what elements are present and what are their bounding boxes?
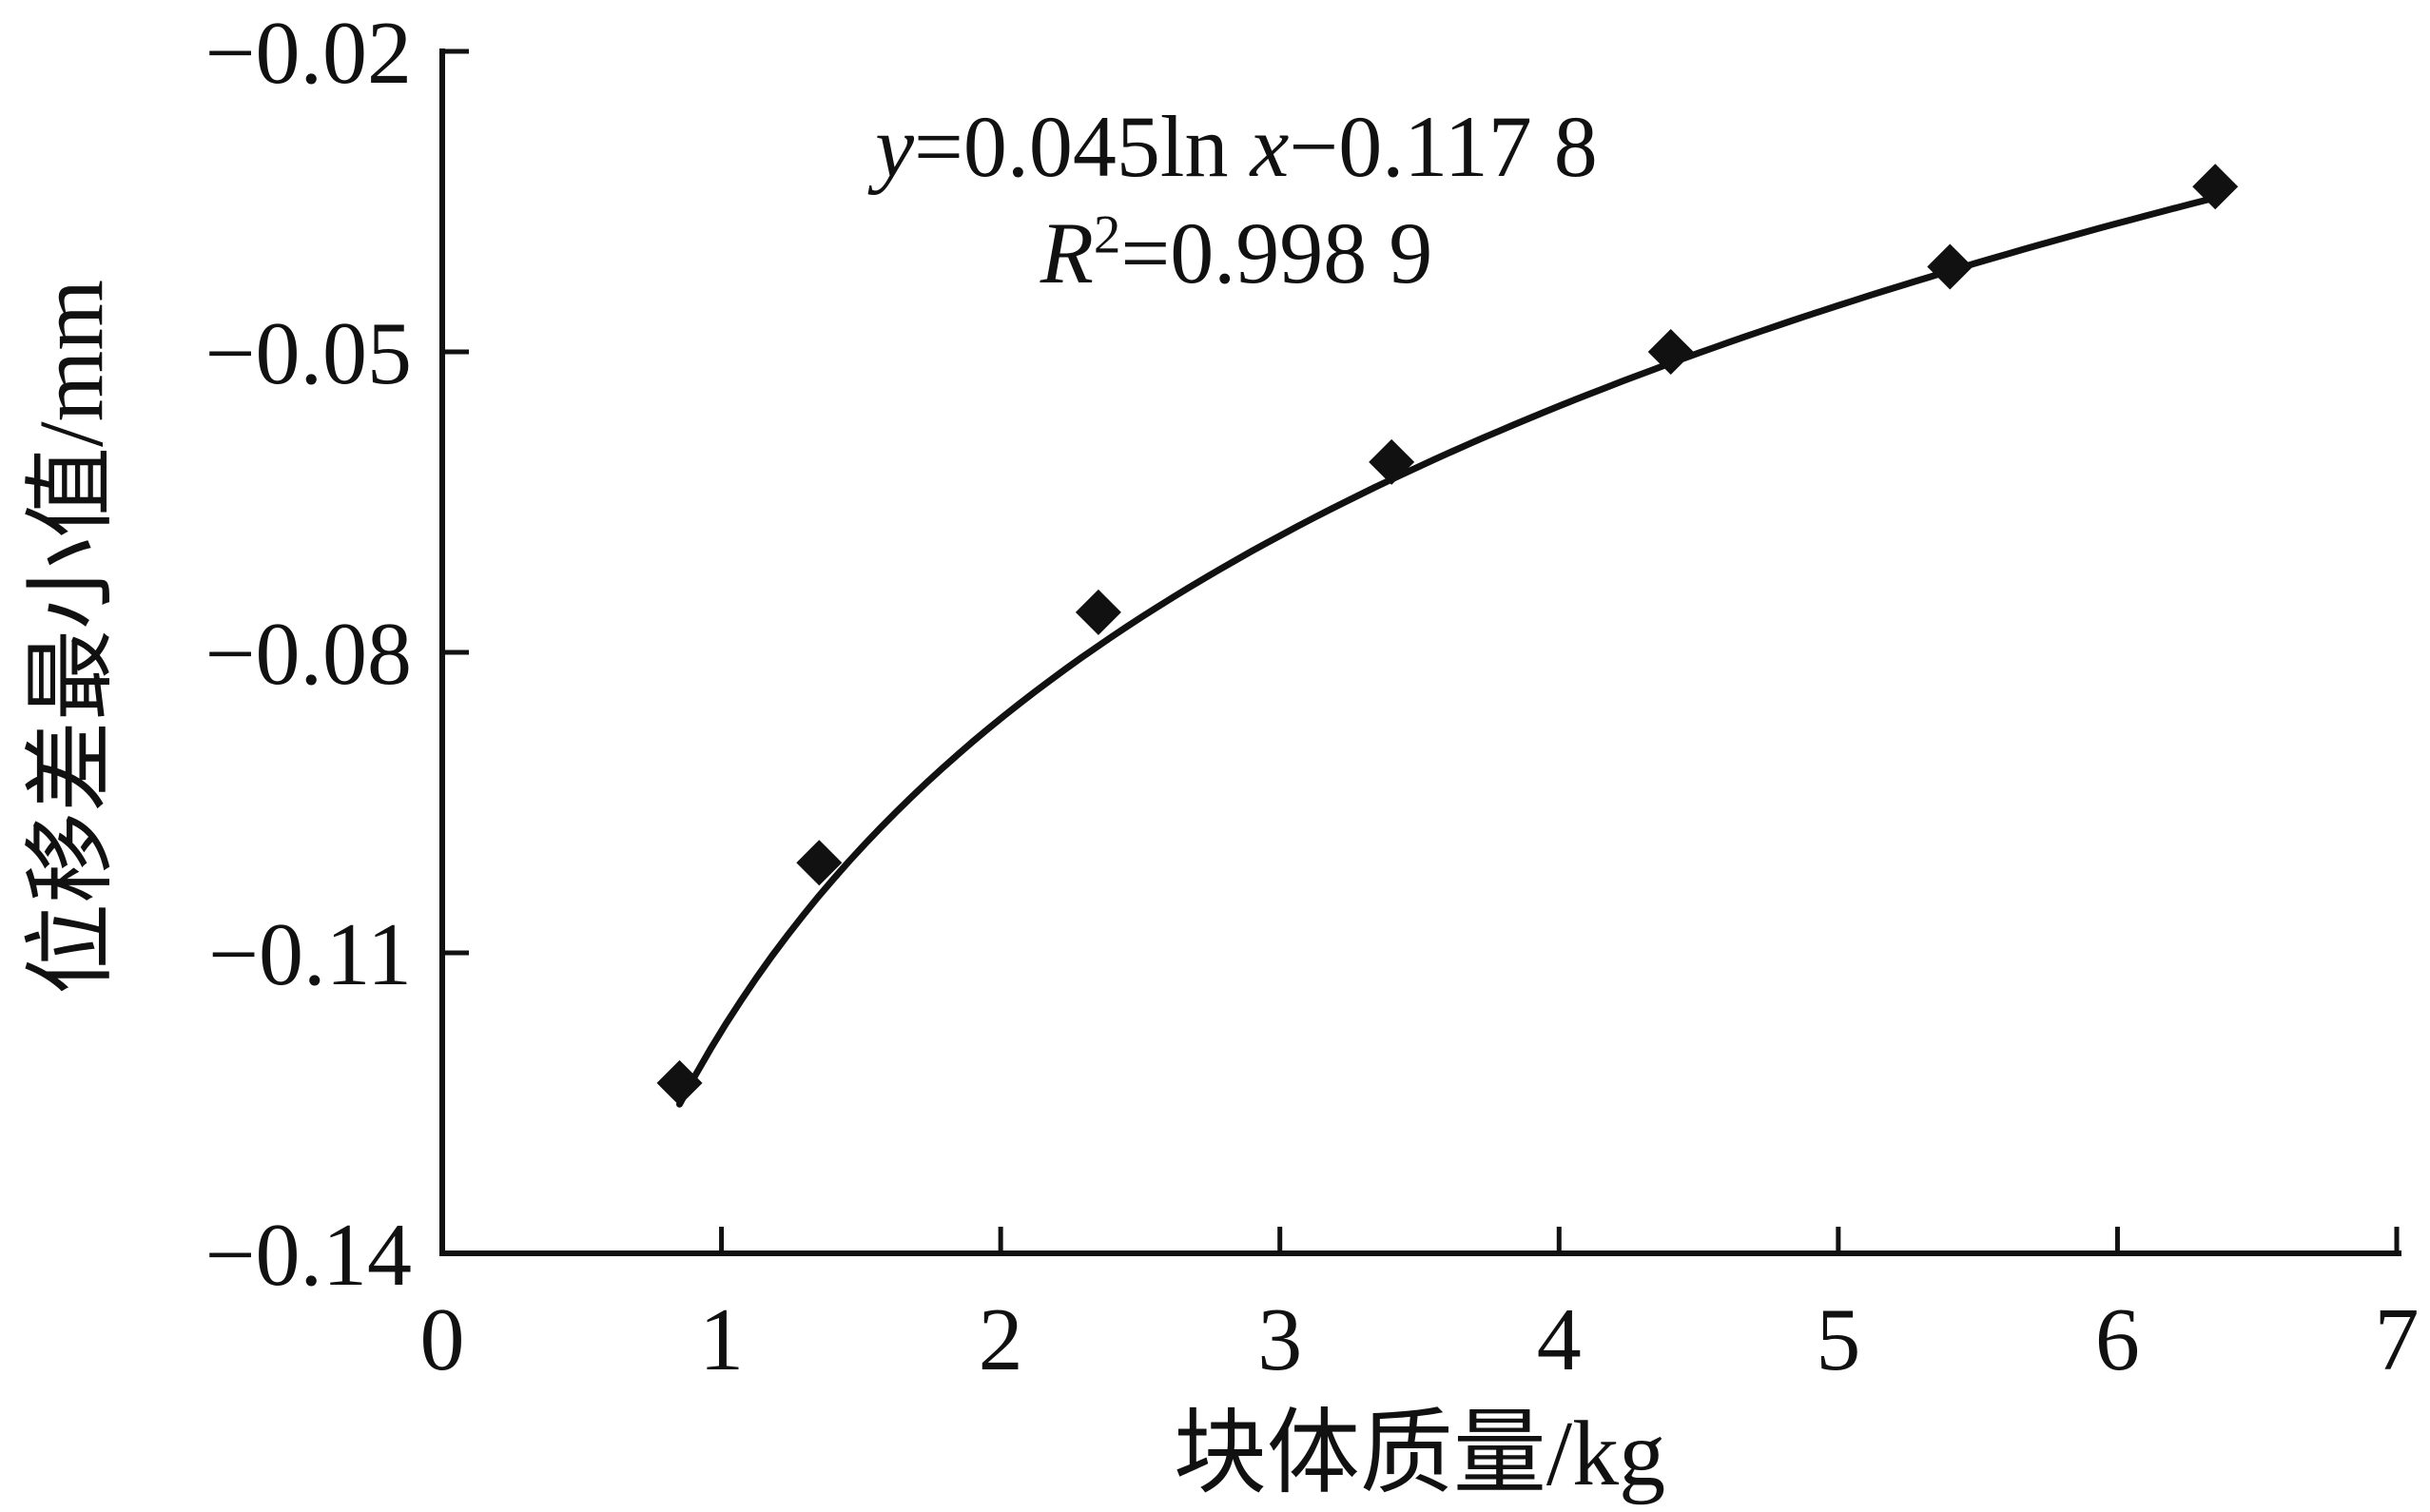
- x-tick-label: 0: [420, 1290, 465, 1389]
- data-point: [796, 840, 843, 886]
- equation-intercept: −0.117 8: [1289, 98, 1598, 195]
- fit-equation: y=0.045ln x−0.117 8: [761, 93, 1712, 200]
- y-axis-title: 位移差最小值/mm: [20, 280, 122, 996]
- x-tick-label: 3: [1257, 1290, 1302, 1389]
- data-point: [656, 1059, 703, 1106]
- fit-annotation: y=0.045ln x−0.117 8 R2=0.998 9: [761, 93, 1712, 306]
- data-point: [1927, 243, 1973, 290]
- data-point: [1647, 329, 1694, 375]
- data-point: [2192, 164, 2239, 210]
- equation-mid: =0.045ln: [914, 98, 1251, 195]
- x-axis-title: 块体质量/kg: [1173, 1403, 1666, 1505]
- y-tick-label: −0.08: [204, 605, 412, 704]
- data-point: [1369, 438, 1415, 485]
- x-tick-label: 4: [1537, 1290, 1582, 1389]
- x-tick-label: 6: [2095, 1290, 2140, 1389]
- y-tick-label: −0.05: [204, 304, 412, 403]
- r-squared-value: R2=0.998 9: [761, 200, 1712, 306]
- equation-x-symbol: x: [1250, 98, 1290, 195]
- fit-line: [676, 192, 2227, 1108]
- x-tick-label: 1: [699, 1290, 744, 1389]
- r-symbol: R: [1040, 204, 1094, 302]
- y-tick-label: −0.11: [208, 905, 412, 1004]
- data-point: [1075, 589, 1121, 635]
- x-tick-label: 2: [979, 1290, 1023, 1389]
- y-tick-label: −0.14: [204, 1206, 412, 1305]
- equation-y-symbol: y: [875, 98, 915, 195]
- x-tick-label: 5: [1816, 1290, 1860, 1389]
- x-tick-label: 7: [2375, 1290, 2420, 1389]
- y-tick-label: −0.02: [204, 4, 412, 103]
- r-exponent: 2: [1093, 204, 1121, 265]
- r-squared-number: =0.998 9: [1120, 204, 1433, 302]
